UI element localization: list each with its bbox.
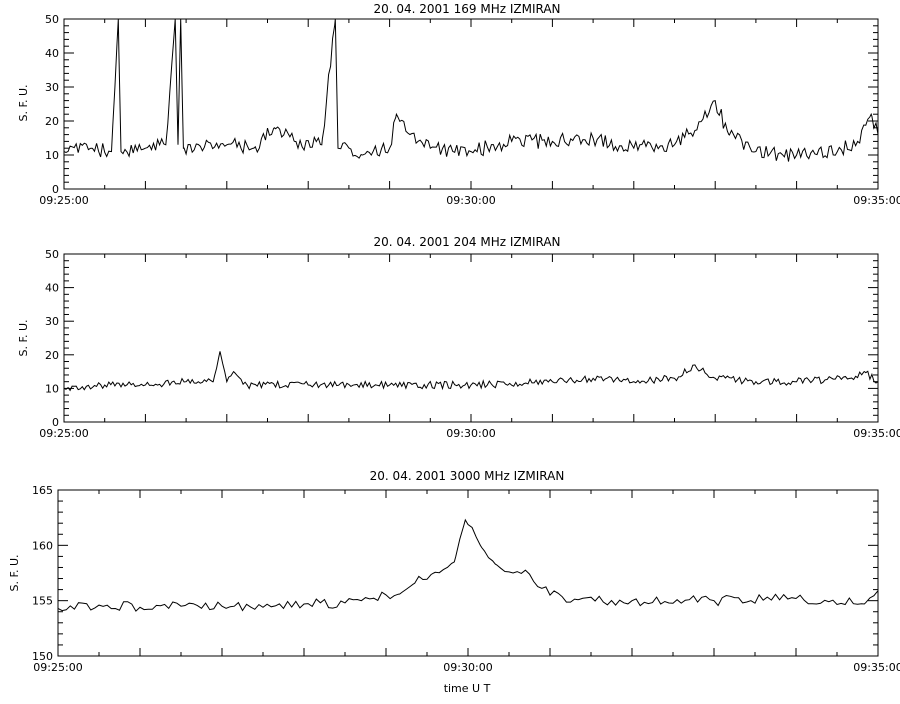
chart-panel-3000mhz: 20. 04. 2001 3000 MHz IZMIRAN S. F. U. 1… bbox=[8, 469, 900, 674]
y-tick-label: 160 bbox=[32, 539, 53, 552]
y-tick-label: 0 bbox=[52, 416, 59, 429]
x-tick-label: 09:25:00 bbox=[33, 661, 82, 674]
y-tick-label: 10 bbox=[45, 382, 59, 395]
x-tick-label: 09:35:00 bbox=[853, 427, 900, 440]
chart-title: 20. 04. 2001 204 MHz IZMIRAN bbox=[373, 235, 560, 249]
x-tick-label: 09:30:00 bbox=[443, 661, 492, 674]
plot-frame bbox=[63, 18, 879, 190]
y-tick-label: 0 bbox=[52, 183, 59, 196]
y-tick-label: 10 bbox=[45, 149, 59, 162]
y-tick-label: 50 bbox=[45, 13, 59, 26]
chart-panel-204mhz: 20. 04. 2001 204 MHz IZMIRAN S. F. U. 0 1… bbox=[17, 235, 900, 440]
x-tick-label: 09:30:00 bbox=[446, 427, 495, 440]
y-tick-label: 150 bbox=[32, 650, 53, 663]
x-tick-label: 09:35:00 bbox=[853, 194, 900, 207]
y-tick-label: 40 bbox=[45, 282, 59, 295]
y-axis-label: S. F. U. bbox=[17, 319, 30, 356]
y-tick-label: 30 bbox=[45, 81, 59, 94]
x-tick-label: 09:30:00 bbox=[446, 194, 495, 207]
x-tick-label: 09:25:00 bbox=[39, 194, 88, 207]
x-tick-label: 09:35:00 bbox=[853, 661, 900, 674]
y-tick-label: 165 bbox=[32, 484, 53, 497]
chart-title: 20. 04. 2001 3000 MHz IZMIRAN bbox=[370, 469, 565, 483]
series-line bbox=[57, 518, 879, 612]
series-line bbox=[63, 18, 879, 162]
plot-frame bbox=[57, 489, 879, 657]
chart-title: 20. 04. 2001 169 MHz IZMIRAN bbox=[373, 2, 560, 16]
y-tick-label: 30 bbox=[45, 315, 59, 328]
series-line bbox=[63, 351, 879, 392]
plot-frame bbox=[63, 253, 879, 423]
y-axis-label: S. F. U. bbox=[17, 84, 30, 121]
y-tick-label: 20 bbox=[45, 115, 59, 128]
chart-panel-169mhz: 20. 04. 2001 169 MHz IZMIRAN S. F. U. 0 1… bbox=[17, 2, 900, 207]
y-tick-label: 20 bbox=[45, 349, 59, 362]
y-tick-label: 40 bbox=[45, 47, 59, 60]
y-tick-label: 155 bbox=[32, 595, 53, 608]
y-tick-label: 50 bbox=[45, 248, 59, 261]
x-tick-label: 09:25:00 bbox=[39, 427, 88, 440]
y-axis-label: S. F. U. bbox=[8, 554, 21, 591]
x-axis-label: time U T bbox=[444, 682, 491, 695]
